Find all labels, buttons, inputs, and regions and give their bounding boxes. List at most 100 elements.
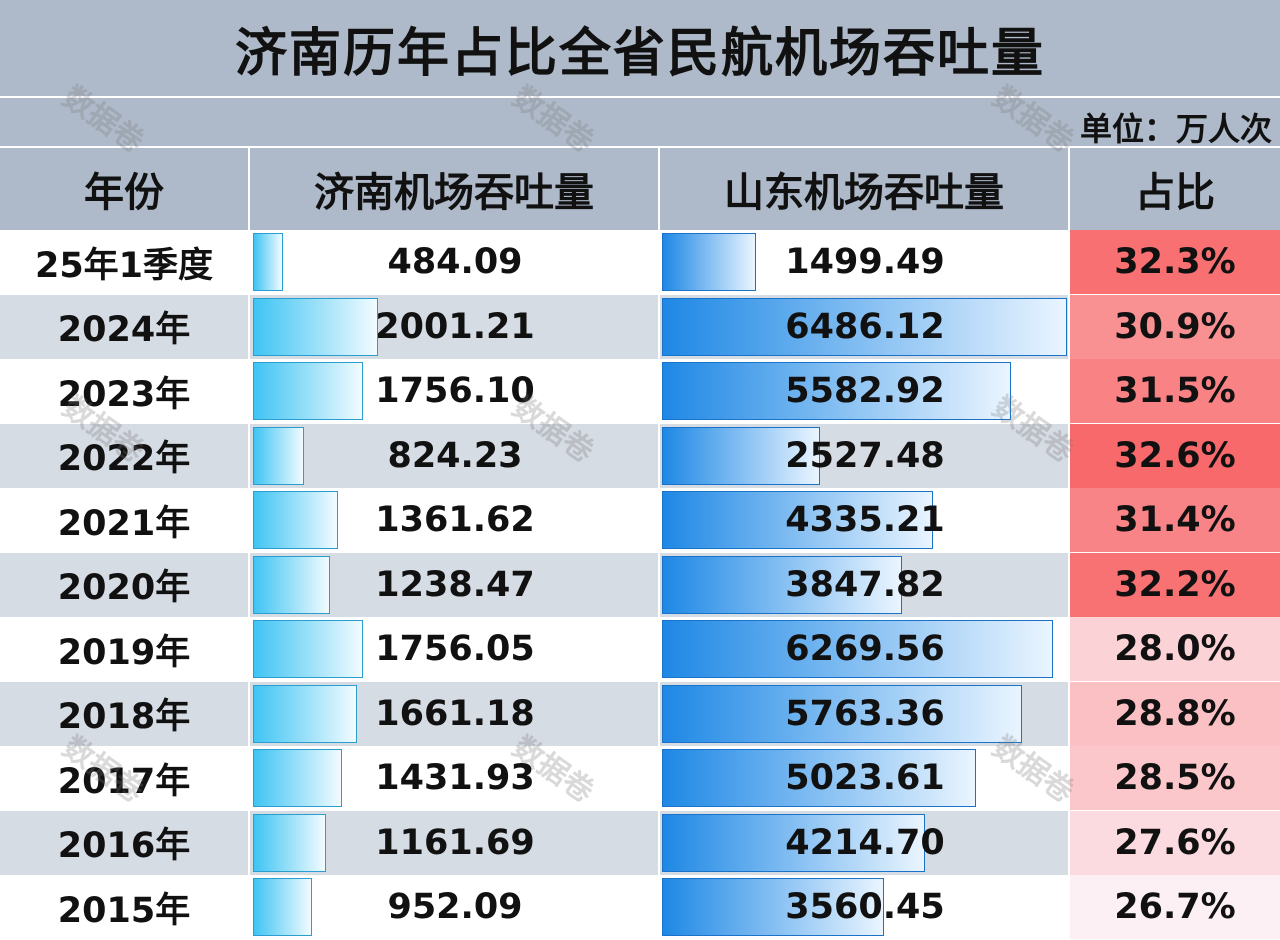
ratio-value: 28.5%	[1070, 746, 1280, 810]
jinan-bar	[253, 878, 313, 936]
shandong-cell: 3560.45	[660, 875, 1070, 939]
jinan-value: 2001.21	[375, 306, 535, 347]
jinan-bar	[253, 233, 284, 291]
ratio-value: 32.2%	[1070, 552, 1280, 617]
jinan-bar	[253, 813, 326, 872]
header-year: 年份	[0, 148, 250, 230]
table-row: 2023年 1756.10 5582.92 31.5%	[0, 359, 1280, 423]
jinan-value: 1161.69	[375, 822, 535, 863]
jinan-value: 952.09	[387, 887, 523, 927]
ratio-value: 32.3%	[1070, 230, 1280, 294]
shandong-value: 4335.21	[785, 500, 945, 540]
year-label: 2022年	[0, 423, 250, 488]
jinan-cell: 1431.93	[250, 746, 660, 810]
ratio-value: 26.7%	[1070, 875, 1280, 939]
shandong-value: 3847.82	[785, 564, 945, 605]
ratio-value: 28.0%	[1070, 617, 1280, 681]
year-label: 2021年	[0, 488, 250, 552]
shandong-cell: 5582.92	[660, 359, 1070, 423]
table-row: 2024年 2001.21 6486.12 30.9%	[0, 294, 1280, 359]
jinan-value: 1238.47	[375, 564, 535, 605]
shandong-cell: 3847.82	[660, 552, 1070, 617]
ratio-value: 31.5%	[1070, 359, 1280, 423]
shandong-bar	[662, 362, 1011, 420]
ratio-value: 31.4%	[1070, 488, 1280, 552]
year-label: 2018年	[0, 681, 250, 746]
shandong-bar	[662, 813, 926, 872]
table-row: 2019年 1756.05 6269.56 28.0%	[0, 617, 1280, 681]
shandong-bar	[662, 749, 976, 807]
year-label: 2017年	[0, 746, 250, 810]
table-row: 2017年 1431.93 5023.61 28.5%	[0, 746, 1280, 810]
unit-label: 单位：万人次	[1079, 110, 1272, 148]
jinan-cell: 1161.69	[250, 810, 660, 875]
table-row: 2018年 1661.18 5763.36 28.8%	[0, 681, 1280, 746]
jinan-value: 1661.18	[375, 693, 535, 734]
jinan-bar	[253, 749, 343, 807]
shandong-cell: 1499.49	[660, 230, 1070, 294]
shandong-bar	[662, 878, 885, 936]
jinan-bar	[253, 555, 331, 614]
shandong-value: 5023.61	[785, 758, 945, 798]
table-row: 2022年 824.23 2527.48 32.6%	[0, 423, 1280, 488]
year-label: 2020年	[0, 552, 250, 617]
header-shandong: 山东机场吞吐量	[660, 148, 1070, 230]
jinan-value: 1756.05	[375, 629, 535, 669]
year-label: 2023年	[0, 359, 250, 423]
table-row: 2020年 1238.47 3847.82 32.2%	[0, 552, 1280, 617]
shandong-bar	[662, 491, 933, 549]
table-row: 2016年 1161.69 4214.70 27.6%	[0, 810, 1280, 875]
year-label: 2019年	[0, 617, 250, 681]
shandong-cell: 2527.48	[660, 423, 1070, 488]
ratio-value: 30.9%	[1070, 294, 1280, 359]
jinan-cell: 1756.10	[250, 359, 660, 423]
jinan-bar	[253, 426, 305, 485]
shandong-value: 6486.12	[785, 306, 945, 347]
jinan-bar	[253, 491, 339, 549]
header-ratio: 占比	[1135, 170, 1215, 216]
jinan-value: 1361.62	[375, 500, 535, 540]
unit-bar: 单位：万人次	[0, 98, 1280, 148]
jinan-value: 484.09	[387, 242, 523, 282]
jinan-bar	[253, 620, 363, 678]
shandong-value: 2527.48	[785, 435, 945, 476]
shandong-cell: 5023.61	[660, 746, 1070, 810]
jinan-cell: 1361.62	[250, 488, 660, 552]
header-jinan: 济南机场吞吐量	[250, 148, 660, 230]
table-row: 2015年 952.09 3560.45 26.7%	[0, 875, 1280, 939]
shandong-value: 4214.70	[785, 822, 945, 863]
shandong-bar	[662, 233, 756, 291]
jinan-cell: 952.09	[250, 875, 660, 939]
jinan-cell: 1238.47	[250, 552, 660, 617]
shandong-bar	[662, 684, 1022, 743]
shandong-cell: 5763.36	[660, 681, 1070, 746]
shandong-cell: 6486.12	[660, 294, 1070, 359]
shandong-cell: 4214.70	[660, 810, 1070, 875]
shandong-bar	[662, 297, 1067, 356]
ratio-value: 32.6%	[1070, 423, 1280, 488]
year-label: 25年1季度	[0, 230, 250, 294]
shandong-value: 5763.36	[785, 693, 945, 734]
year-label: 2024年	[0, 294, 250, 359]
shandong-bar	[662, 426, 820, 485]
shandong-cell: 4335.21	[660, 488, 1070, 552]
shandong-cell: 6269.56	[660, 617, 1070, 681]
shandong-value: 5582.92	[785, 371, 945, 411]
jinan-bar	[253, 297, 378, 356]
jinan-value: 1431.93	[375, 758, 535, 798]
table-header: 年份 济南机场吞吐量 山东机场吞吐量 占比	[0, 148, 1280, 230]
table-row: 2021年 1361.62 4335.21 31.4%	[0, 488, 1280, 552]
shandong-value: 1499.49	[785, 242, 945, 282]
page-title: 济南历年占比全省民航机场吞吐量	[234, 23, 1045, 84]
jinan-bar	[253, 684, 357, 743]
year-label: 2015年	[0, 875, 250, 939]
ratio-value: 28.8%	[1070, 681, 1280, 746]
jinan-value: 1756.10	[375, 371, 535, 411]
shandong-value: 3560.45	[785, 887, 945, 927]
jinan-cell: 2001.21	[250, 294, 660, 359]
year-label: 2016年	[0, 810, 250, 875]
title-bar: 济南历年占比全省民航机场吞吐量	[0, 0, 1280, 98]
shandong-value: 6269.56	[785, 629, 945, 669]
jinan-bar	[253, 362, 363, 420]
shandong-bar	[662, 555, 903, 614]
